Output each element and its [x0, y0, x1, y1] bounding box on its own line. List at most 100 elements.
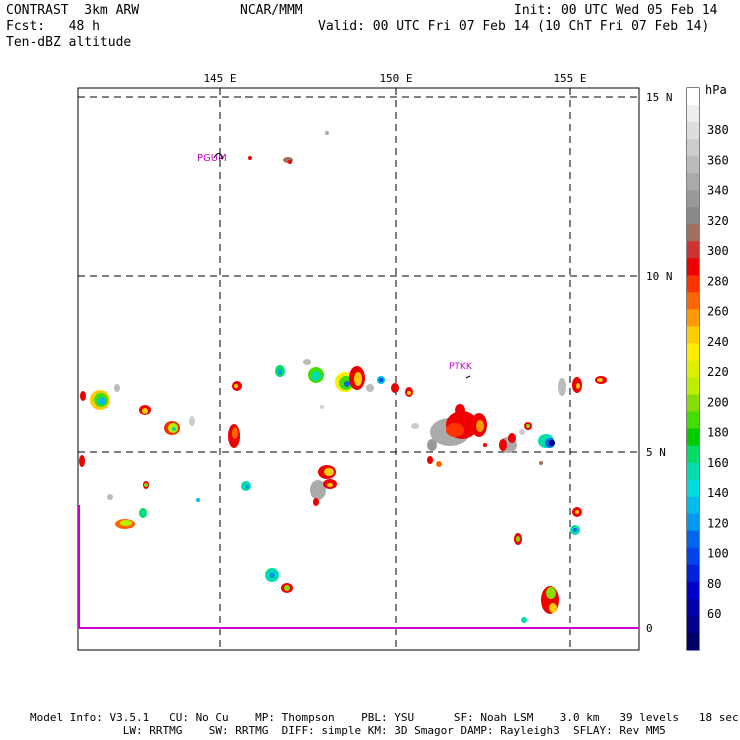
- echo-cell: [521, 617, 527, 623]
- colorbar-unit: hPa: [705, 83, 727, 97]
- colorbar-swatch: [687, 411, 699, 430]
- model-info-line1: Model Info: V3.5.1 CU: No Cu MP: Thompso…: [30, 711, 739, 724]
- echo-cell: [516, 536, 520, 542]
- lon-label-145: 145 E: [203, 72, 236, 85]
- echo-cell: [427, 439, 437, 451]
- colorbar-swatch: [687, 598, 699, 617]
- colorbar-swatch: [687, 258, 699, 276]
- colorbar-tick-label: 80: [707, 577, 721, 591]
- echo-cell: [427, 456, 433, 464]
- echo-cell: [234, 384, 238, 388]
- echo-cell: [284, 585, 290, 591]
- lon-label-155: 155 E: [553, 72, 586, 85]
- colorbar-swatch: [687, 139, 699, 157]
- colorbar-swatch: [687, 309, 699, 327]
- colorbar-swatch: [687, 105, 699, 123]
- echo-cell: [576, 383, 580, 389]
- echo-cell: [172, 427, 176, 431]
- lat-lon-grid: [78, 88, 639, 650]
- echo-cell: [303, 359, 311, 365]
- echo-cell: [379, 378, 383, 382]
- colorbar-swatch: [687, 445, 699, 464]
- colorbar-swatch: [687, 360, 699, 379]
- station-ptkk: PTKK: [449, 362, 473, 372]
- colorbar-swatch: [687, 326, 699, 344]
- echo-cell: [327, 483, 333, 487]
- echo-cell: [354, 372, 362, 386]
- echo-cell: [288, 160, 292, 164]
- colorbar-tick-label: 120: [707, 516, 729, 530]
- colorbar-swatch: [687, 428, 699, 447]
- field-name: Ten-dBZ altitude: [6, 35, 132, 50]
- colorbar-swatch: [687, 479, 699, 498]
- echo-cell: [411, 423, 419, 429]
- echo-cell: [196, 498, 200, 502]
- echo-cell: [107, 494, 113, 500]
- echo-cell: [114, 384, 120, 392]
- echo-cell: [519, 429, 525, 435]
- colorbar-swatch: [687, 581, 699, 600]
- echo-cell: [80, 391, 86, 401]
- colorbar: [687, 88, 699, 651]
- echo-cell: [446, 423, 464, 437]
- echo-cell: [575, 510, 579, 514]
- echo-cell: [546, 587, 556, 599]
- echo-cell: [483, 443, 487, 447]
- colorbar-tick-label: 340: [707, 184, 729, 198]
- colorbar-swatch: [687, 632, 699, 651]
- echo-cell: [526, 424, 530, 428]
- colorbar-swatch: [687, 615, 699, 634]
- colorbar-swatch: [687, 207, 699, 225]
- valid-time: Valid: 00 UTC Fri 07 Feb 14 (10 ChT Fri …: [318, 19, 710, 34]
- center-name: NCAR/MMM: [240, 3, 303, 18]
- colorbar-swatch: [687, 241, 699, 259]
- lon-label-150: 150 E: [379, 72, 412, 85]
- echo-cell: [325, 131, 329, 135]
- lat-label-5n: 5 N: [646, 446, 666, 459]
- colorbar-tick-label: 360: [707, 153, 729, 167]
- echo-cell: [324, 468, 334, 476]
- echo-cell: [573, 528, 577, 532]
- echo-cell: [407, 391, 411, 395]
- colorbar-swatch: [687, 88, 699, 106]
- colorbar-swatch: [687, 377, 699, 396]
- colorbar-tick-label: 280: [707, 274, 729, 288]
- echo-cell: [310, 480, 326, 500]
- colorbar-swatch: [687, 292, 699, 310]
- colorbar-tick-label: 200: [707, 395, 729, 409]
- colorbar-labels: 380 360 340 320 300 280 260 240 220 200 180 160 140 1…: [707, 123, 729, 621]
- echo-cell: [248, 156, 252, 160]
- echo-cell: [508, 433, 516, 443]
- radar-echoes: [79, 131, 607, 623]
- echo-cell: [278, 369, 282, 375]
- colorbar-tick-label: 180: [707, 426, 729, 440]
- colorbar-tick-label: 160: [707, 456, 729, 470]
- colorbar-swatch: [687, 224, 699, 242]
- lat-label-0: 0: [646, 622, 653, 635]
- colorbar-swatch: [687, 530, 699, 549]
- island-guam: [213, 152, 224, 159]
- lat-label-15n: 15 N: [646, 91, 673, 104]
- colorbar-swatch: [687, 190, 699, 208]
- echo-cell: [313, 498, 319, 506]
- colorbar-tick-label: 300: [707, 244, 729, 258]
- echo-cell: [245, 485, 249, 489]
- title-left: CONTRAST 3km ARW: [6, 3, 140, 18]
- echo-cell: [141, 511, 145, 515]
- echo-cell: [366, 384, 374, 392]
- echo-cell: [79, 455, 85, 467]
- colorbar-swatch: [687, 462, 699, 481]
- station-pgum: PGUM: [197, 153, 227, 164]
- echo-cell: [499, 439, 507, 451]
- echo-cell: [269, 572, 275, 578]
- colorbar-swatch: [687, 122, 699, 140]
- model-info-line2: LW: RRTMG SW: RRTMG DIFF: simple KM: 3D …: [30, 724, 666, 737]
- echo-cell: [455, 404, 465, 416]
- colorbar-tick-label: 220: [707, 365, 729, 379]
- echo-cell: [189, 416, 195, 426]
- colorbar-tick-label: 320: [707, 214, 729, 228]
- colorbar-tick-label: 380: [707, 123, 729, 137]
- island-chuuk: [465, 375, 471, 379]
- colorbar-swatch: [687, 496, 699, 515]
